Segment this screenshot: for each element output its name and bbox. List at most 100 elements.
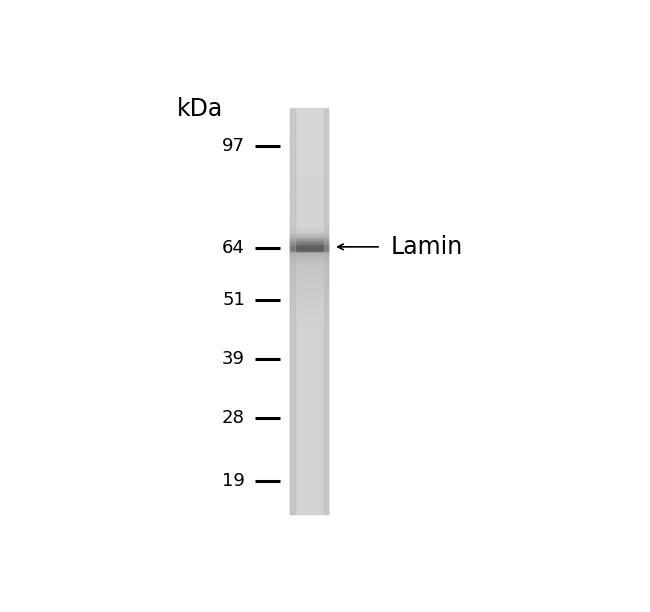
Bar xyxy=(291,412,328,414)
Bar xyxy=(291,272,328,274)
Bar xyxy=(291,113,328,114)
Bar xyxy=(291,191,328,193)
Bar xyxy=(291,354,328,356)
Bar xyxy=(291,409,328,411)
Text: 97: 97 xyxy=(222,138,245,155)
Bar xyxy=(291,109,295,514)
Bar xyxy=(291,476,328,477)
Bar xyxy=(291,403,328,405)
Bar xyxy=(291,258,328,260)
Bar xyxy=(291,257,328,259)
Text: Lamin: Lamin xyxy=(391,235,463,259)
Bar xyxy=(291,195,328,196)
Bar xyxy=(291,499,328,501)
Bar xyxy=(291,185,328,187)
Bar xyxy=(291,469,328,471)
Bar xyxy=(291,399,328,401)
Bar xyxy=(291,472,328,474)
Bar xyxy=(291,210,328,212)
Bar xyxy=(291,163,328,165)
Bar xyxy=(291,442,328,444)
Bar xyxy=(291,297,328,299)
Bar xyxy=(291,348,328,349)
Bar xyxy=(291,342,328,344)
Bar xyxy=(291,474,328,476)
Bar xyxy=(291,261,328,263)
Bar xyxy=(291,204,328,206)
Bar xyxy=(291,499,328,501)
Bar xyxy=(291,184,328,186)
Bar xyxy=(291,263,328,264)
Bar xyxy=(291,482,328,484)
Bar xyxy=(291,297,328,299)
Bar xyxy=(291,504,328,506)
Bar xyxy=(291,423,328,425)
Bar xyxy=(291,341,328,343)
Bar xyxy=(291,501,328,503)
Bar xyxy=(291,376,328,378)
Bar xyxy=(291,480,328,482)
Bar xyxy=(291,330,328,332)
Bar xyxy=(291,237,328,239)
Bar xyxy=(291,371,328,373)
Bar xyxy=(291,358,328,360)
Bar xyxy=(291,471,328,472)
Bar xyxy=(291,436,328,438)
Bar xyxy=(291,349,328,351)
Bar xyxy=(291,327,328,329)
Bar xyxy=(291,341,328,343)
Bar xyxy=(291,179,328,181)
Bar xyxy=(291,434,328,436)
Bar xyxy=(291,450,328,452)
Bar xyxy=(291,316,328,318)
Bar xyxy=(291,345,328,346)
Bar xyxy=(291,465,328,467)
Bar xyxy=(291,461,328,463)
Bar xyxy=(291,189,328,191)
Bar xyxy=(291,496,328,498)
Bar xyxy=(291,319,328,321)
Bar xyxy=(291,321,328,323)
Bar xyxy=(291,419,328,421)
Bar xyxy=(291,477,328,479)
Bar xyxy=(324,109,328,514)
Bar xyxy=(291,278,328,280)
Bar xyxy=(291,395,328,397)
Bar xyxy=(291,356,328,357)
Bar xyxy=(291,338,328,340)
Bar xyxy=(291,493,328,495)
Bar xyxy=(291,280,328,282)
Bar xyxy=(291,469,328,471)
Bar xyxy=(291,254,328,256)
Bar xyxy=(291,414,328,416)
Bar xyxy=(291,434,328,436)
Bar xyxy=(291,390,328,392)
Bar xyxy=(291,286,328,288)
Bar xyxy=(291,218,328,220)
Bar xyxy=(291,332,328,334)
Bar xyxy=(291,201,328,203)
Bar xyxy=(291,435,328,437)
Bar xyxy=(291,406,328,408)
Bar xyxy=(291,356,328,357)
Bar xyxy=(291,377,328,379)
Bar xyxy=(291,323,328,325)
Bar xyxy=(291,242,328,244)
Bar xyxy=(291,424,328,426)
Bar xyxy=(291,452,328,453)
Bar xyxy=(291,472,328,474)
Text: 28: 28 xyxy=(222,409,245,427)
Bar xyxy=(291,285,328,287)
Bar xyxy=(291,396,328,398)
Bar xyxy=(291,350,328,352)
Bar xyxy=(291,368,328,370)
Bar xyxy=(291,360,328,362)
Bar xyxy=(291,462,328,464)
Bar xyxy=(291,369,328,371)
Bar xyxy=(291,311,328,313)
Bar xyxy=(291,122,328,124)
Bar xyxy=(291,381,328,383)
Bar xyxy=(291,474,328,476)
Bar xyxy=(291,296,328,298)
Bar xyxy=(291,284,328,286)
